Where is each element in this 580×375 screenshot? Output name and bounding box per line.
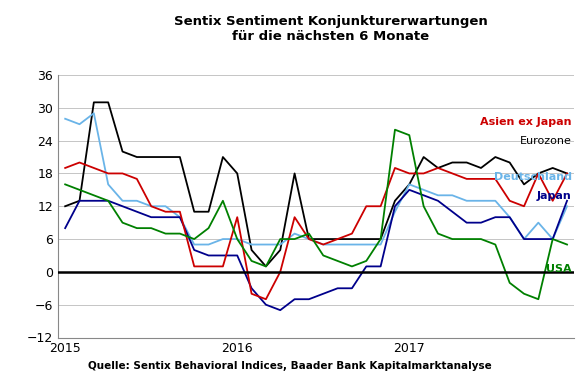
Text: Quelle: Sentix Behavioral Indices, Baader Bank Kapitalmarktanalyse: Quelle: Sentix Behavioral Indices, Baade… [88, 361, 492, 371]
Text: Eurozone: Eurozone [520, 136, 572, 146]
Text: Japan: Japan [537, 191, 572, 201]
Text: Sentix Sentiment Konjunkturerwartungen
für die nächsten 6 Monate: Sentix Sentiment Konjunkturerwartungen f… [174, 15, 487, 43]
Text: USA: USA [546, 264, 572, 274]
Text: Asien ex Japan: Asien ex Japan [480, 117, 572, 127]
Text: Deutschland: Deutschland [494, 172, 572, 182]
